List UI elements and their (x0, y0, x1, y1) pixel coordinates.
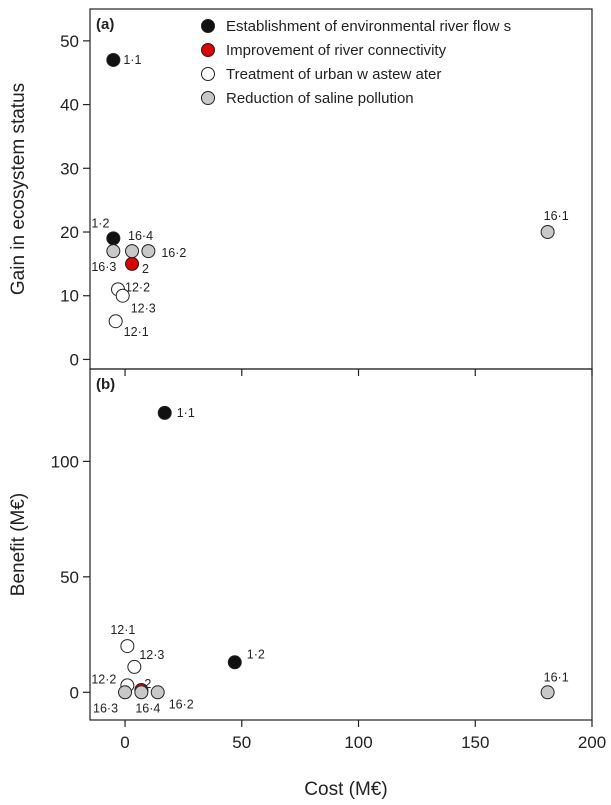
point-label: 12·2 (91, 672, 116, 686)
legend-marker (201, 67, 215, 81)
data-point (106, 231, 121, 246)
data-point (134, 685, 149, 700)
point-label: 16·1 (544, 670, 569, 684)
panel-label: (a) (96, 16, 114, 33)
legend-entry: Establishment of environmental river flo… (226, 18, 511, 35)
point-label: 16·2 (169, 697, 194, 711)
x-axis-label: Cost (M€) (304, 779, 387, 800)
data-point (540, 225, 555, 240)
x-tick-label: 100 (344, 733, 372, 752)
legend-entry: Reduction of saline pollution (226, 90, 414, 107)
data-point (106, 52, 121, 67)
plot-frame (89, 368, 593, 721)
x-tick-label: 50 (232, 733, 251, 752)
data-point (118, 685, 133, 700)
y-tick-label: 20 (60, 223, 79, 242)
panel-label: (b) (96, 376, 115, 393)
y-tick-label: 0 (70, 683, 79, 702)
y-tick-label: 50 (60, 32, 79, 51)
data-point (125, 244, 140, 259)
x-tick-label: 0 (120, 733, 129, 752)
data-point (141, 244, 156, 259)
panel-b: 0 50 100 0 50 100 150 200 Benefit (M€) (b) 1·1 1·2 2… (8, 368, 606, 752)
x-tick-label: 150 (461, 733, 489, 752)
data-point (540, 685, 555, 700)
point-label: 16·3 (93, 701, 118, 715)
point-label: 12·3 (131, 302, 156, 316)
point-label: 16·3 (91, 260, 116, 274)
point-label: 12·3 (139, 648, 164, 662)
data-point (227, 655, 242, 670)
legend-marker (201, 43, 215, 57)
point-label: 1·2 (91, 216, 109, 230)
point-label: 1·1 (177, 406, 195, 420)
x-tick-label: 200 (578, 733, 606, 752)
point-label: 16·4 (135, 701, 160, 715)
data-point (108, 314, 123, 329)
y-tick-label: 50 (60, 568, 79, 587)
legend-marker (201, 91, 215, 105)
data-point (127, 659, 142, 674)
y-axis-label: Gain in ecosystem status (8, 83, 29, 295)
plot-frame (89, 8, 593, 370)
y-tick-label: 100 (51, 452, 79, 471)
point-label: 2 (144, 677, 151, 691)
y-tick-label: 30 (60, 159, 79, 178)
legend-entry: Improvement of river connectivity (226, 42, 447, 59)
data-point (150, 685, 165, 700)
data-point (125, 256, 140, 271)
point-label: 12·1 (124, 325, 149, 339)
point-label: 1·2 (247, 647, 265, 661)
point-label: 16·1 (544, 209, 569, 223)
point-label: 1·1 (123, 53, 141, 67)
data-point (120, 639, 135, 654)
legend: Establishment of environmental river flo… (201, 18, 511, 107)
panel-a: 0 10 20 30 40 50 Gain in ecosystem status (a) 1·… (8, 8, 593, 376)
data-point (157, 405, 172, 420)
y-tick-label: 10 (60, 287, 79, 306)
y-tick-label: 40 (60, 96, 79, 115)
y-axis-label: Benefit (M€) (8, 493, 29, 596)
legend-marker (201, 19, 215, 33)
data-point (115, 288, 130, 303)
legend-entry: Treatment of urban w astew ater (226, 66, 441, 83)
point-label: 16·4 (128, 229, 153, 243)
point-label: 12·1 (110, 623, 135, 637)
point-label: 16·2 (161, 246, 186, 260)
point-label: 2 (142, 262, 149, 276)
y-tick-label: 0 (70, 350, 79, 369)
data-point (106, 244, 121, 259)
point-label: 12·2 (125, 280, 150, 294)
